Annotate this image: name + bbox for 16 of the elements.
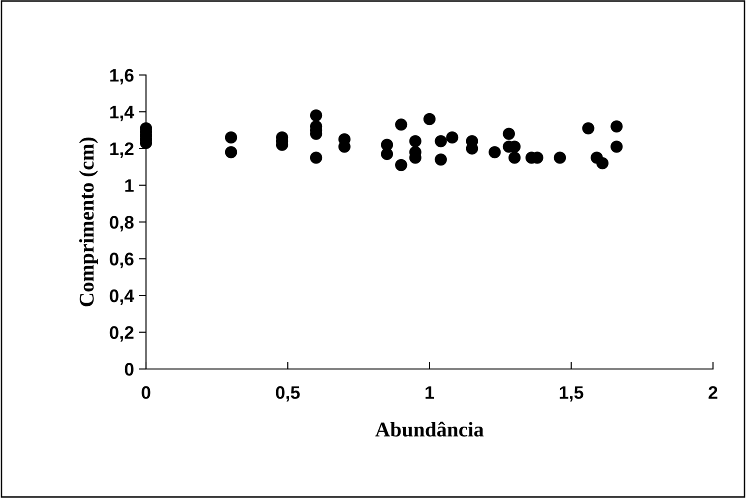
x-tick-label: 0: [142, 386, 150, 399]
x-tick-label: 1,5: [560, 386, 584, 402]
y-tick-label: 0: [124, 362, 134, 376]
y-tick-label: 0,4: [110, 289, 134, 305]
y-axis-title: Comprimento (cm): [79, 138, 98, 306]
y-tick-label: 0,6: [110, 252, 134, 268]
y-tick-label: 0,2: [110, 326, 134, 342]
x-tick-label: 1: [426, 386, 434, 399]
x-tick-label: 0,5: [276, 386, 300, 402]
x-axis-title: Abundância: [375, 422, 484, 437]
y-tick-label: 1,6: [110, 68, 134, 84]
y-tick-label: 1: [125, 179, 134, 192]
x-tick-label: 2: [708, 386, 718, 399]
y-tick-label: 1,4: [110, 106, 134, 122]
y-tick-label: 0,8: [110, 216, 134, 232]
y-tick-label: 1,2: [110, 142, 134, 158]
